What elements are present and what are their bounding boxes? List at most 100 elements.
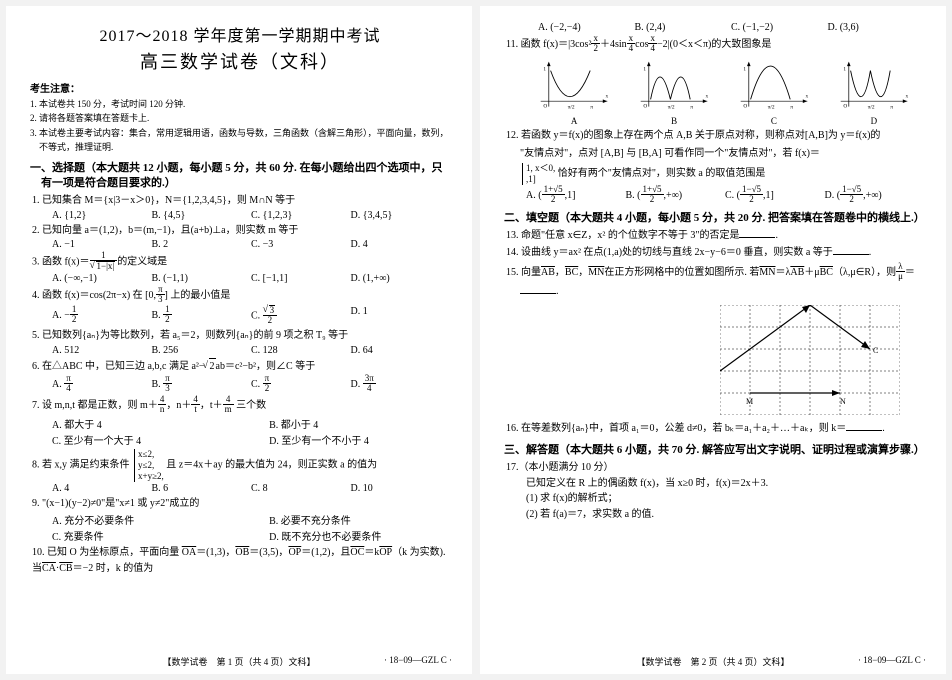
q7-d: D. 至少有一个不小于 4 — [269, 432, 450, 447]
title-line-2: 高三数学试卷（文科） — [30, 48, 450, 74]
q6-stem: 6. 在△ABC 中，已知三边 a,b,c 满足 a²−2ab＝c²−b²，则∠… — [32, 358, 450, 375]
q4-c: C. 32 — [251, 306, 351, 326]
q9-stem: 9. "(x−1)(y−2)≠0"是"x≠1 或 y≠2"成立的 — [32, 496, 450, 512]
section-3-head: 三、解答题（本大题共 6 小题，共 70 分. 解答应写出文字说明、证明过程或演… — [504, 443, 924, 458]
q10-b: B. (2,4) — [635, 22, 732, 33]
q10-c: C. (−1,−2) — [731, 22, 828, 33]
q7-stem: 7. 设 m,n,t 都是正数，则 m＋4n，n＋4t，t＋4m 三个数 — [32, 396, 450, 415]
page-2: A. (−2,−4) B. (2,4) C. (−1,−2) D. (3,6) … — [480, 6, 946, 674]
q5-opts: A. 512 B. 256 C. 128 D. 64 — [52, 345, 450, 356]
q9-opts-1: A. 充分不必要条件 B. 必要不充分条件 — [52, 512, 450, 527]
q2-stem: 2. 已知向量 a＝(1,2)，b＝(m,−1)，且(a+b)⊥a，则实数 m … — [32, 223, 450, 239]
q5-d: D. 64 — [351, 345, 451, 356]
q17-l2: 已知定义在 R 上的偶函数 f(x)，当 x≥0 时，f(x)＝2x＋3. — [526, 476, 924, 492]
q2-b: B. 2 — [152, 239, 252, 250]
q17-l1: 17.（本小题满分 10 分） — [506, 460, 924, 476]
q2-opts: A. −1 B. 2 C. −3 D. 4 — [52, 239, 450, 250]
section-1-head: 一、选择题（本大题共 12 小题，每小题 5 分，共 60 分. 在每小题给出四… — [41, 161, 450, 192]
q1-d: D. {3,4,5} — [351, 210, 451, 221]
q12-opts: A. (1+√52,1] B. (1+√52,+∞) C. (1−√52,1] … — [526, 186, 924, 205]
svg-text:π/2: π/2 — [568, 104, 575, 110]
q1-c: C. {1,2,3} — [251, 210, 351, 221]
q8-c: C. 8 — [251, 483, 351, 494]
svg-text:π: π — [690, 104, 693, 110]
q11-stem: 11. 函数 f(x)＝|3cos²x2＋4sinx4cosx4−2|(0＜x＜… — [506, 35, 924, 54]
svg-text:π/2: π/2 — [668, 104, 675, 110]
q3-opts: A. (−∞,−1) B. (−1,1) C. [−1,1] D. (1,+∞) — [52, 273, 450, 284]
svg-text:1: 1 — [743, 67, 746, 73]
q6-opts: A. π4 B. π3 C. π2 D. 3π4 — [52, 375, 450, 394]
svg-text:O: O — [743, 104, 747, 110]
section-2-head: 二、填空题（本大题共 4 小题，每小题 5 分，共 20 分. 把答案填在答题卷… — [504, 211, 924, 226]
q11-graphs: O1 π/2πx O1 π/2πx O1 π/2πx O1 π/2πx — [524, 58, 924, 112]
q12-a: A. (1+√52,1] — [526, 186, 626, 205]
q2-a: A. −1 — [52, 239, 152, 250]
svg-text:x: x — [606, 94, 609, 100]
svg-text:π: π — [590, 104, 593, 110]
q3-stem: 3. 函数 f(x)＝11−|x|的定义域是 — [32, 252, 450, 272]
q6-c: C. π2 — [251, 375, 351, 394]
q2-c: C. −3 — [251, 239, 351, 250]
q10-opts: A. (−2,−4) B. (2,4) C. (−1,−2) D. (3,6) — [538, 22, 924, 33]
q15-blank: . — [520, 284, 924, 300]
footer-l: 【数学试卷 第 1 页（共 4 页）文科】 · 18−09—GZL C · — [6, 655, 472, 668]
q8-stem: 8. 若 x,y 满足约束条件 x≤2,y≤2,x+y≥2, 且 z＝4x＋ay… — [32, 449, 450, 481]
q11-graph-b: O1 π/2πx — [637, 58, 711, 112]
q8-a: A. 4 — [52, 483, 152, 494]
page-1: 2017～2018 学年度第一学期期中考试 高三数学试卷（文科） 考生注意： 1… — [6, 6, 472, 674]
q17-l3: (1) 求 f(x)的解析式； — [526, 491, 924, 507]
q11-graph-c: O1 π/2πx — [737, 58, 811, 112]
svg-text:π: π — [790, 104, 793, 110]
q10-d: D. (3,6) — [828, 22, 925, 33]
q12-l1: 12. 若函数 y＝f(x)的图象上存在两个点 A,B 关于原点对称，则称点对[… — [506, 128, 924, 144]
q6-a: A. π4 — [52, 375, 152, 394]
q9-c: C. 充要条件 — [52, 528, 269, 543]
svg-text:C: C — [873, 346, 878, 355]
q3-b: B. (−1,1) — [152, 273, 252, 284]
notice-3: 3. 本试卷主要考试内容：集合，常用逻辑用语，函数与导数，三角函数（含解三角形）… — [39, 126, 450, 155]
q1-b: B. {4,5} — [152, 210, 252, 221]
q12-l2: "友情点对"，点对 [A,B] 与 [B,A] 可看作同一个"友情点对"，若 f… — [520, 146, 924, 162]
q4-b: B. 12 — [152, 306, 252, 326]
svg-text:M: M — [746, 397, 753, 406]
svg-text:x: x — [906, 94, 909, 100]
q11-graph-d: O1 π/2πx — [837, 58, 911, 112]
q7-opts-1: A. 都大于 4 B. 都小于 4 — [52, 416, 450, 431]
q5-c: C. 128 — [251, 345, 351, 356]
q8-d: D. 10 — [351, 483, 451, 494]
svg-text:O: O — [543, 104, 547, 110]
q11-labels: ABCD — [524, 116, 924, 126]
q3-d: D. (1,+∞) — [351, 273, 451, 284]
grid-svg: A B C M N — [720, 305, 900, 415]
svg-text:1: 1 — [643, 67, 646, 73]
svg-text:O: O — [643, 104, 647, 110]
q5-stem: 5. 已知数列{aₙ}为等比数列，若 a₅＝2，则数列{aₙ}的前 9 项之积 … — [32, 328, 450, 344]
q1-opts: A. {1,2} B. {4,5} C. {1,2,3} D. {3,4,5} — [52, 210, 450, 221]
footer-r: 【数学试卷 第 2 页（共 4 页）文科】 · 18−09—GZL C · — [480, 655, 946, 668]
q16: 16. 在等差数列{aₙ}中，首项 a₁＝0，公差 d≠0，若 bₖ＝a₁＋a₂… — [506, 421, 924, 437]
q3-c: C. [−1,1] — [251, 273, 351, 284]
svg-text:1: 1 — [543, 67, 546, 73]
q15-figure: A B C M N — [504, 305, 900, 415]
q15: 15. 向量AB，BC，MN在正方形网格中的位置如图所示. 若MN＝λAB＋μB… — [506, 263, 924, 282]
q4-stem: 4. 函数 f(x)＝cos(2π−x) 在 [0,π3] 上的最小值是 — [32, 286, 450, 305]
q6-d: D. 3π4 — [351, 375, 451, 394]
q12-b: B. (1+√52,+∞) — [626, 186, 726, 205]
q12-d: D. (1−√52,+∞) — [825, 186, 925, 205]
q5-a: A. 512 — [52, 345, 152, 356]
q1-stem: 1. 已知集合 M＝{x|3－x＞0}，N＝{1,2,3,4,5}，则 M∩N … — [32, 193, 450, 209]
q13: 13. 命题"任意 x∈Z，x² 的个位数字不等于 3"的否定是. — [506, 228, 924, 244]
notice-2: 2. 请将各题答案填在答题卡上. — [39, 111, 450, 125]
svg-text:O: O — [843, 104, 847, 110]
q9-a: A. 充分不必要条件 — [52, 512, 269, 527]
notice-1: 1. 本试卷共 150 分，考试时间 120 分钟. — [39, 97, 450, 111]
q7-b: B. 都小于 4 — [269, 416, 450, 431]
svg-text:π: π — [890, 104, 893, 110]
q8-opts: A. 4 B. 6 C. 8 D. 10 — [52, 483, 450, 494]
q3-a: A. (−∞,−1) — [52, 273, 152, 284]
q9-opts-2: C. 充要条件 D. 既不充分也不必要条件 — [52, 528, 450, 543]
q7-opts-2: C. 至少有一个大于 4 D. 至少有一个不小于 4 — [52, 432, 450, 447]
svg-text:x: x — [806, 94, 809, 100]
q10-a: A. (−2,−4) — [538, 22, 635, 33]
q7-c: C. 至少有一个大于 4 — [52, 432, 269, 447]
